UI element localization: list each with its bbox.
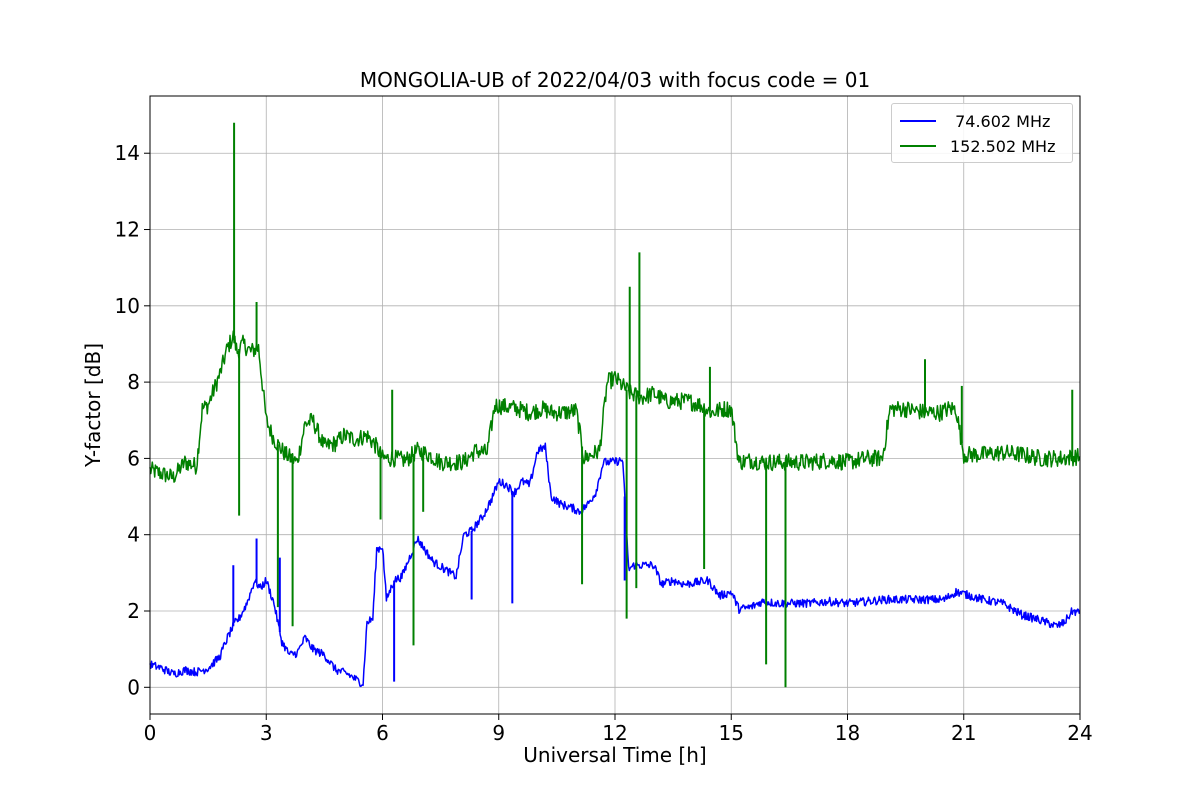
- y-tick-label: 12: [115, 218, 140, 242]
- x-tick-label: 0: [144, 721, 157, 745]
- x-tick-label: 15: [719, 721, 744, 745]
- y-tick-label: 2: [127, 599, 140, 623]
- x-tick-label: 9: [492, 721, 505, 745]
- y-tick-label: 6: [127, 446, 140, 470]
- y-tick-label: 0: [127, 675, 140, 699]
- y-tick-label: 10: [115, 294, 140, 318]
- x-tick-label: 6: [376, 721, 389, 745]
- legend-item-series-1: 74.602 MHz: [900, 111, 1050, 131]
- legend-item-series-2: 152.502 MHz: [900, 136, 1055, 156]
- y-axis-label: Y-factor [dB]: [81, 342, 105, 468]
- series-layer: [149, 122, 1081, 688]
- y-tick-label: 14: [115, 141, 140, 165]
- legend-swatch-series-1: [900, 120, 936, 122]
- x-tick-label: 24: [1067, 721, 1092, 745]
- x-tick-label: 18: [835, 721, 860, 745]
- series-line-2: [149, 330, 1081, 483]
- series-line-1: [149, 442, 1081, 688]
- legend-label-series-1: 74.602 MHz: [950, 111, 1051, 131]
- x-axis-label: Universal Time [h]: [523, 743, 707, 767]
- x-tick-label: 21: [951, 721, 976, 745]
- x-tick-label: 3: [260, 721, 273, 745]
- y-tick-label: 8: [127, 370, 140, 394]
- y-tick-label: 4: [127, 523, 140, 547]
- chart-title: MONGOLIA-UB of 2022/04/03 with focus cod…: [359, 68, 871, 92]
- x-tick-label: 12: [602, 721, 627, 745]
- legend: 74.602 MHz 152.502 MHz: [891, 103, 1073, 163]
- legend-label-series-2: 152.502 MHz: [950, 136, 1056, 156]
- legend-swatch-series-2: [900, 145, 936, 147]
